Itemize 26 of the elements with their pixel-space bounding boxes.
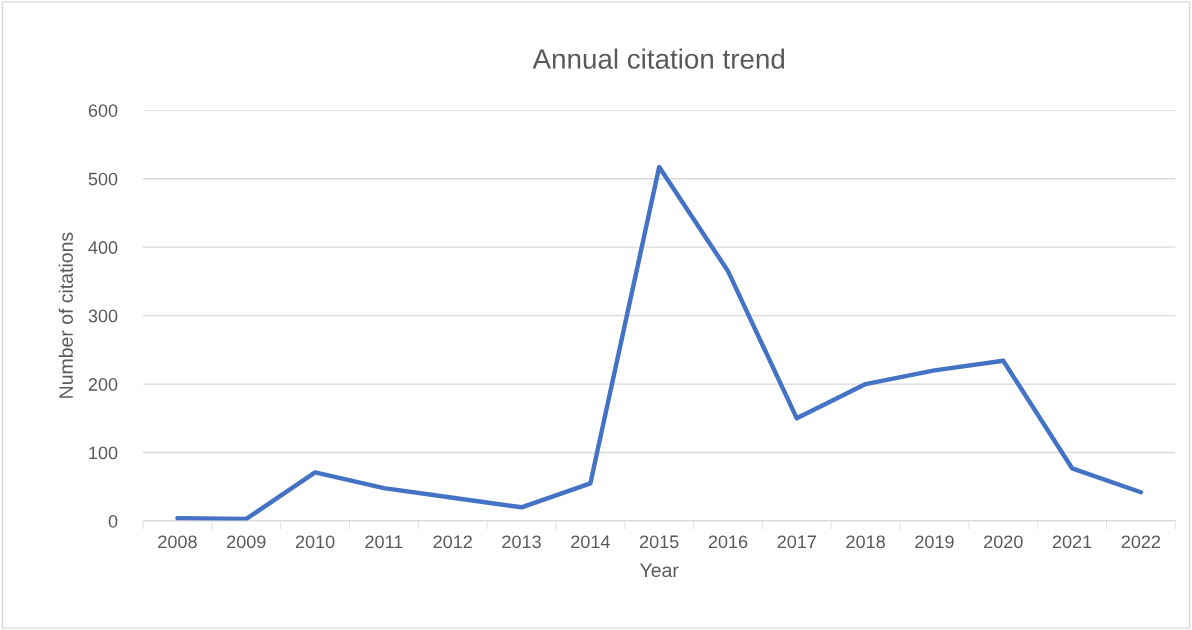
x-tick-label: 2017	[777, 535, 816, 549]
x-tick-label: 2020	[984, 535, 1023, 549]
y-axis-title: Number of citations	[58, 232, 73, 398]
x-tick-label: 2013	[502, 535, 541, 549]
x-tick-label: 2021	[1052, 535, 1092, 549]
x-tick-label: 2016	[708, 535, 748, 549]
x-tick-label: 2010	[295, 535, 335, 549]
y-tick-label: 400	[88, 241, 118, 254]
x-tick-label: 2008	[158, 535, 197, 549]
x-tick-label: 2019	[915, 535, 954, 549]
line-series	[175, 164, 1144, 522]
y-tick-label: 600	[88, 104, 118, 117]
x-tick-label: 2011	[365, 535, 403, 549]
x-tick-label: 2009	[227, 535, 266, 549]
x-tick-label: 2014	[571, 535, 610, 549]
y-tick-label: 500	[88, 172, 118, 186]
x-tick-label: 2022	[1121, 535, 1161, 549]
x-tick-label: 2015	[640, 535, 679, 549]
y-tick-label: 300	[88, 309, 118, 323]
x-tick-label: 2018	[846, 535, 885, 549]
x-axis-title: Year	[639, 563, 679, 578]
chart-title: Annual citation trend	[532, 48, 785, 69]
y-tick-label: 100	[89, 446, 118, 460]
y-tick-label: 200	[88, 378, 118, 391]
x-tick-label: 2012	[433, 535, 472, 549]
y-tick-label: 0	[108, 514, 118, 528]
